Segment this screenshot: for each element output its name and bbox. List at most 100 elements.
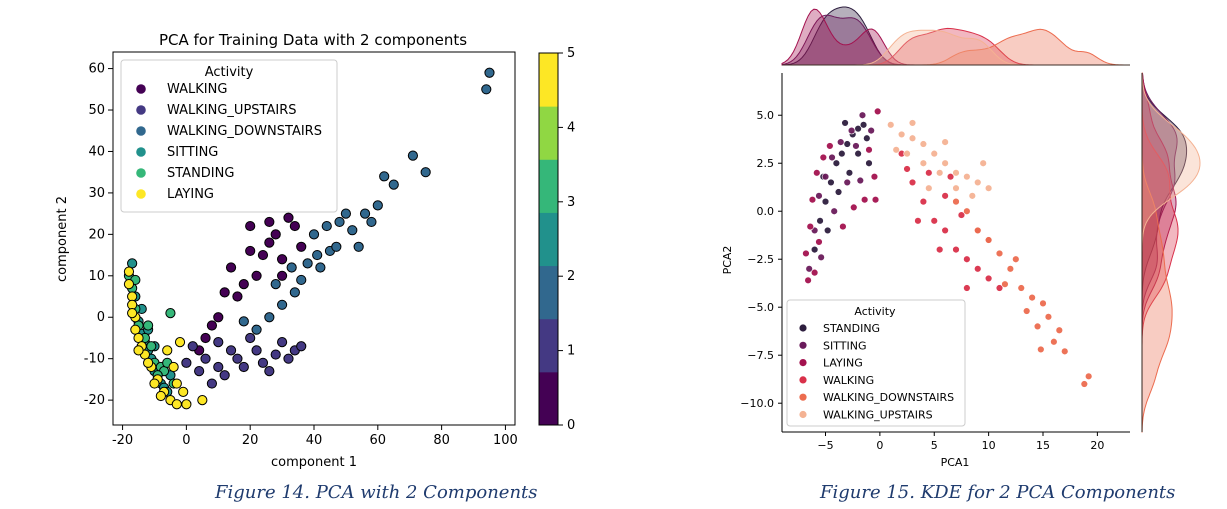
y-tick-label: 30: [88, 186, 105, 201]
data-point: [245, 332, 256, 344]
figure-15-caption: Figure 15. KDE for 2 PCA Components: [820, 482, 1176, 503]
x-tick-label: 20: [1090, 439, 1104, 452]
data-point: [847, 126, 856, 135]
y-ticks: -20 -10 0 10 20 30 40 50 60: [84, 62, 113, 408]
scatter-points: [802, 107, 1093, 388]
data-point: [815, 238, 823, 246]
colorbar-segment: [539, 318, 558, 373]
data-point: [420, 167, 431, 178]
y-axis-label: PCA2: [721, 246, 734, 275]
data-point: [903, 165, 911, 173]
data-point: [871, 196, 880, 204]
data-point: [312, 249, 323, 261]
data-point: [935, 245, 944, 254]
data-point: [802, 249, 810, 258]
x-tick-label: 0: [182, 433, 190, 448]
legend-label: WALKING: [823, 374, 874, 387]
data-point: [245, 220, 256, 232]
data-point: [1084, 372, 1093, 381]
data-point: [810, 245, 819, 254]
data-point: [1006, 265, 1015, 273]
data-point: [276, 337, 288, 348]
data-point: [819, 153, 828, 162]
data-point: [832, 159, 841, 167]
data-point: [995, 249, 1004, 258]
data-point: [984, 274, 993, 283]
data-point: [133, 345, 144, 356]
data-point: [914, 217, 922, 225]
data-point: [481, 84, 492, 95]
y-tick-label: −2.5: [747, 253, 774, 266]
data-point: [276, 299, 288, 310]
legend-marker: [799, 341, 807, 349]
data-point: [257, 249, 269, 261]
data-point: [843, 178, 851, 187]
colorbar-tick-label: 0: [567, 418, 575, 433]
data-point: [887, 121, 895, 129]
colorbar-segment: [539, 371, 558, 426]
data-point: [200, 332, 211, 344]
y-tick-label: 0: [97, 310, 105, 325]
data-point: [1037, 345, 1045, 354]
colorbar-border: [538, 52, 559, 426]
data-point: [841, 119, 849, 127]
data-point: [808, 196, 817, 204]
data-point: [1080, 380, 1089, 388]
legend-title: Activity: [205, 65, 254, 80]
data-point: [1039, 299, 1047, 308]
data-point: [296, 241, 307, 252]
data-point: [232, 353, 243, 364]
x-tick-label: 20: [242, 433, 259, 448]
data-point: [178, 386, 189, 397]
legend: Activity WALKING WALKING_UPSTAIRS WALKING_…: [120, 59, 338, 213]
data-point: [353, 241, 364, 252]
data-point: [919, 197, 928, 206]
legend-marker: [136, 147, 146, 157]
data-point: [843, 140, 851, 148]
data-point: [806, 222, 814, 231]
data-point: [919, 140, 928, 148]
scatter-points: [123, 67, 495, 410]
data-point: [813, 169, 821, 177]
colorbar-tick-label: 2: [567, 269, 575, 284]
data-point: [995, 284, 1004, 292]
colorbar-segment: [539, 53, 558, 107]
data-point: [315, 262, 326, 273]
data-point: [865, 146, 873, 154]
data-point: [270, 278, 281, 290]
data-point: [1022, 307, 1031, 315]
data-point: [816, 217, 824, 225]
data-point: [206, 320, 218, 331]
data-point: [919, 159, 928, 167]
data-point: [388, 179, 399, 190]
y-ticks: −10.0 −7.5 −5.0 −2.5 0.0 2.5 5.0: [740, 109, 782, 410]
y-tick-label: 0.0: [757, 205, 775, 218]
legend-label: SITTING: [167, 145, 218, 160]
data-point: [213, 361, 224, 373]
data-point: [127, 308, 138, 319]
x-tick-label: 60: [370, 433, 387, 448]
x-tick-label: 0: [876, 439, 883, 452]
data-point: [197, 395, 208, 406]
colorbar-segment: [539, 265, 558, 320]
data-point: [296, 274, 307, 286]
data-point: [1044, 313, 1053, 321]
data-point: [146, 341, 157, 352]
legend-marker: [799, 359, 807, 367]
legend-marker: [799, 410, 807, 419]
y-tick-label: -10: [84, 352, 105, 367]
y-tick-label: 40: [88, 144, 105, 159]
legend-label: WALKING_DOWNSTAIRS: [823, 391, 954, 404]
data-point: [340, 208, 352, 219]
data-point: [1012, 255, 1020, 263]
legend-box: [786, 299, 966, 427]
colorbar-segment: [539, 212, 558, 267]
x-tick-label: 10: [982, 439, 996, 452]
colorbar: 0 1 2 3 4 5: [538, 46, 575, 433]
data-point: [908, 134, 917, 142]
legend-marker: [799, 324, 807, 332]
data-point: [219, 287, 230, 298]
x-tick-label: 80: [433, 433, 450, 448]
data-point: [968, 192, 977, 200]
